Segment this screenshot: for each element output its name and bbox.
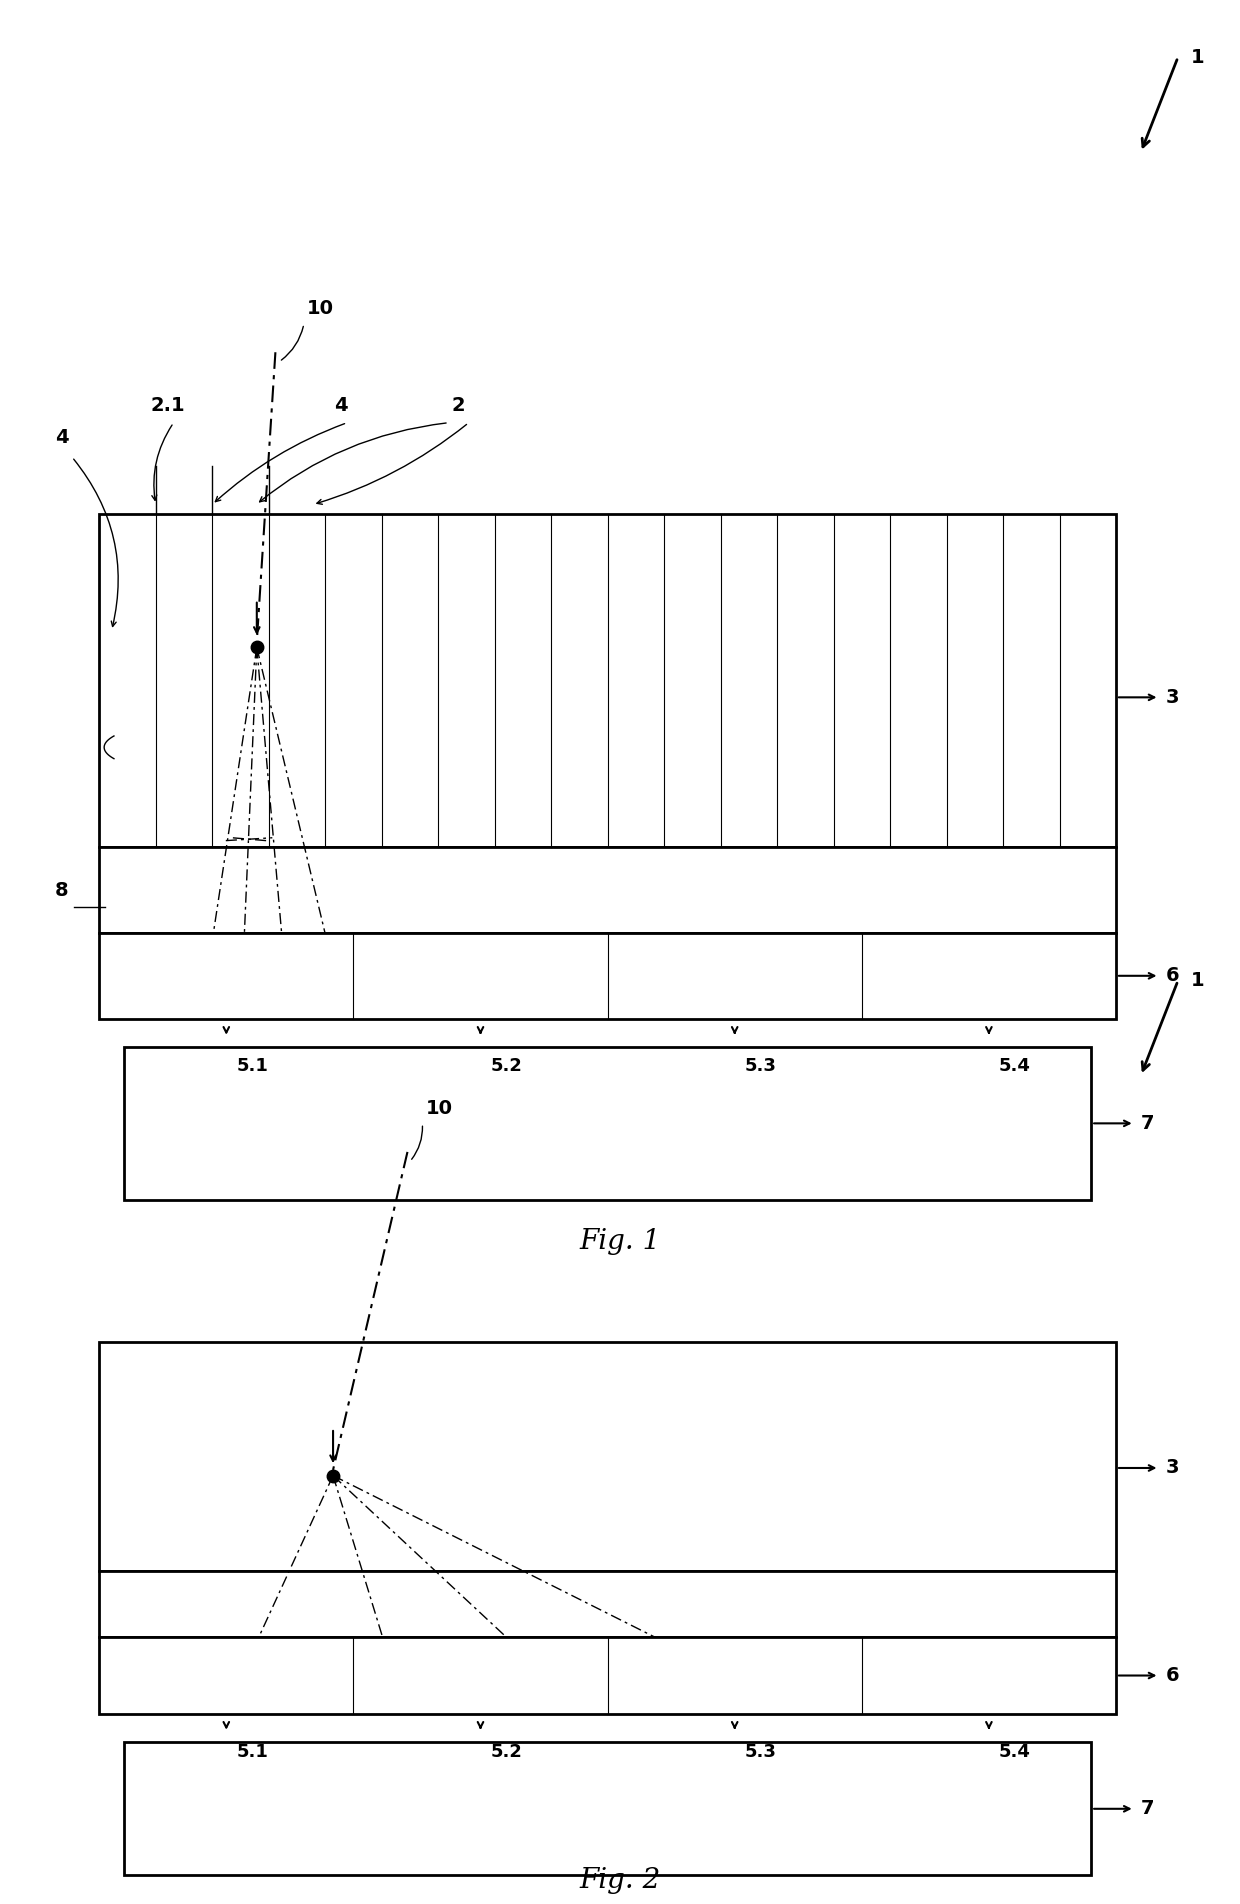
Text: 4: 4: [56, 428, 68, 447]
Text: 5.2: 5.2: [491, 1742, 522, 1761]
Text: 5.4: 5.4: [998, 1742, 1030, 1761]
Text: 10: 10: [306, 299, 334, 318]
Text: 10: 10: [427, 1099, 453, 1118]
Text: 1: 1: [1190, 48, 1204, 67]
Text: 1: 1: [1190, 971, 1204, 990]
Text: 2: 2: [453, 396, 465, 415]
Text: 3: 3: [1166, 687, 1179, 706]
Text: 8: 8: [55, 882, 68, 899]
Text: 5.1: 5.1: [236, 1057, 268, 1076]
Bar: [99, 1571, 1116, 1637]
Text: 5.1: 5.1: [236, 1742, 268, 1761]
Text: 7: 7: [1141, 1114, 1154, 1133]
Text: Fig. 1: Fig. 1: [579, 1228, 661, 1255]
Bar: [99, 847, 1116, 933]
Bar: [124, 1047, 1091, 1200]
Bar: [99, 933, 1116, 1019]
Text: 3: 3: [1166, 1458, 1179, 1478]
Bar: [99, 514, 1116, 847]
Text: Fig. 2: Fig. 2: [579, 1868, 661, 1894]
Text: 7: 7: [1141, 1799, 1154, 1818]
Text: 5.4: 5.4: [998, 1057, 1030, 1076]
Bar: [99, 1637, 1116, 1714]
Text: 6: 6: [1166, 1666, 1179, 1685]
Text: 5.3: 5.3: [744, 1057, 776, 1076]
Text: 6: 6: [1166, 967, 1179, 984]
Text: 5.2: 5.2: [491, 1057, 522, 1076]
Bar: [99, 1342, 1116, 1571]
Text: 5.3: 5.3: [744, 1742, 776, 1761]
Text: 4: 4: [335, 396, 347, 415]
Text: 2.1: 2.1: [150, 396, 185, 415]
Bar: [124, 1742, 1091, 1875]
